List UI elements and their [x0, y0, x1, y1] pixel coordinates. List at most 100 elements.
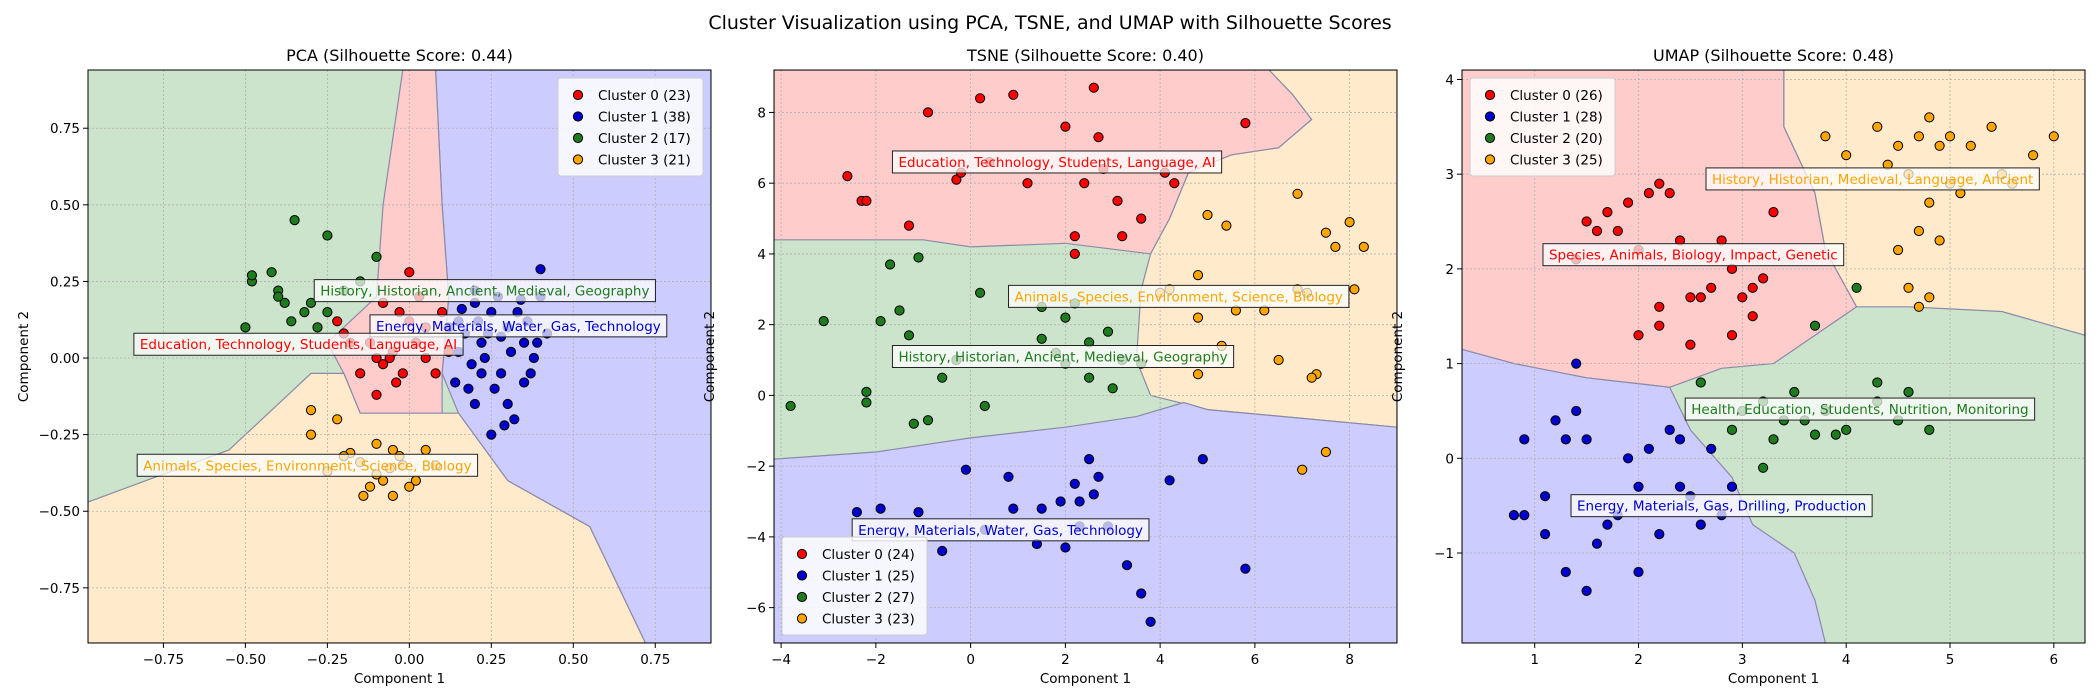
scatter-point-cluster-1: [1121, 560, 1133, 571]
scatter-point-cluster-1: [1540, 491, 1551, 502]
scatter-point-cluster-1: [1674, 481, 1686, 492]
scatter-point-cluster-2: [979, 400, 990, 412]
scatter-point-cluster-2: [937, 372, 948, 383]
legend-marker-cluster-1: [572, 111, 584, 122]
scatter-point-cluster-0: [1117, 231, 1128, 242]
legend-entry: Cluster 0 (24): [822, 547, 915, 563]
scatter-point-cluster-3: [1221, 220, 1232, 231]
y-tick-label: 4: [757, 247, 766, 263]
subplot-title: UMAP (Silhouette Score: 0.48): [1653, 46, 1894, 65]
scatter-point-cluster-1: [1602, 519, 1613, 530]
scatter-point-cluster-0: [1737, 292, 1748, 303]
x-tick-label: 2: [1061, 652, 1070, 668]
scatter-point-cluster-1: [1571, 358, 1582, 369]
scatter-point-cluster-1: [1008, 503, 1019, 514]
topic-label-box: [1570, 494, 1873, 518]
scatter-point-cluster-1: [913, 506, 924, 518]
scatter-point-cluster-0: [1591, 225, 1603, 237]
scatter-point-cluster-2: [1789, 386, 1800, 398]
scatter-point-cluster-2: [861, 397, 872, 408]
cluster-topic-label: Education, Technology, Students, Languag…: [898, 155, 1215, 171]
x-tick-label: 0.00: [394, 652, 424, 668]
scatter-point-cluster-2: [1768, 434, 1779, 445]
scatter-point-cluster-1: [519, 377, 530, 388]
y-tick-label: −4: [746, 530, 766, 546]
x-tick-label: 4: [1842, 652, 1851, 668]
scatter-point-cluster-0: [1136, 213, 1147, 224]
scatter-point-cluster-3: [1841, 150, 1852, 161]
scatter-point-cluster-0: [1069, 231, 1080, 242]
scatter-point-cluster-0: [1664, 188, 1675, 199]
scatter-point-cluster-0: [1060, 121, 1071, 132]
pca-panel: History, Historian, Ancient, Medieval, G…: [16, 46, 712, 687]
scatter-point-cluster-3: [1273, 354, 1284, 366]
legend-entry: Cluster 1 (28): [1510, 110, 1603, 126]
scatter-point-cluster-0: [332, 316, 343, 327]
scatter-point-cluster-1: [1560, 566, 1571, 578]
scatter-point-cluster-2: [322, 307, 333, 318]
scatter-point-cluster-0: [1112, 195, 1123, 206]
scatter-point-cluster-0: [1643, 188, 1655, 199]
scatter-point-cluster-1: [486, 429, 497, 440]
y-tick-label: 2: [757, 318, 766, 334]
scatter-point-cluster-0: [404, 267, 415, 278]
x-tick-label: −0.25: [307, 652, 348, 668]
scatter-point-cluster-1: [1591, 538, 1603, 549]
legend-entry: Cluster 2 (17): [598, 131, 691, 147]
scatter-point-cluster-1: [1726, 481, 1738, 492]
scatter-point-cluster-2: [1758, 462, 1769, 473]
scatter-point-cluster-0: [842, 171, 853, 182]
scatter-point-cluster-0: [1008, 89, 1019, 100]
scatter-point-cluster-3: [1934, 235, 1945, 246]
scatter-point-cluster-3: [364, 481, 376, 492]
legend-entry: Cluster 0 (23): [598, 88, 691, 104]
legend-marker-cluster-3: [572, 154, 584, 165]
y-tick-label: 0.25: [50, 274, 80, 290]
scatter-point-cluster-2: [266, 267, 277, 278]
y-tick-label: −6: [746, 601, 766, 617]
scatter-point-cluster-2: [1036, 333, 1047, 344]
scatter-point-cluster-2: [1809, 429, 1821, 440]
scatter-point-cluster-1: [456, 303, 467, 315]
scatter-point-cluster-0: [397, 368, 408, 379]
scatter-point-cluster-2: [1060, 312, 1071, 323]
tsne-panel: Education, Technology, Students, Languag…: [702, 46, 1398, 687]
scatter-point-cluster-3: [1820, 131, 1831, 142]
scatter-point-cluster-1: [469, 398, 480, 410]
scatter-point-cluster-1: [1695, 519, 1706, 530]
scatter-point-cluster-1: [466, 359, 477, 370]
scatter-point-cluster-1: [1508, 509, 1520, 521]
scatter-point-cluster-2: [371, 251, 382, 262]
scatter-point-cluster-2: [1903, 386, 1914, 398]
scatter-point-cluster-1: [528, 352, 540, 364]
x-axis-label: Component 1: [354, 671, 445, 687]
x-tick-label: 4: [1156, 652, 1165, 668]
legend-marker-cluster-3: [1484, 154, 1496, 165]
scatter-point-cluster-2: [903, 330, 915, 341]
scatter-point-cluster-2: [818, 316, 829, 327]
legend: Cluster 0 (23) Cluster 1 (38) Cluster 2 (1…: [557, 77, 704, 177]
scatter-point-cluster-2: [289, 215, 300, 226]
scatter-point-cluster-0: [378, 359, 389, 370]
scatter-point-cluster-1: [1519, 434, 1530, 445]
legend-marker-cluster-3: [796, 613, 808, 624]
scatter-point-cluster-1: [1084, 454, 1095, 465]
figure-suptitle: Cluster Visualization using PCA, TSNE, a…: [708, 12, 1391, 34]
scatter-point-cluster-3: [1893, 140, 1904, 151]
scatter-point-cluster-0: [1079, 178, 1090, 189]
y-tick-label: −1: [1434, 546, 1454, 562]
scatter-point-cluster-0: [1768, 207, 1779, 218]
x-tick-label: 2: [1634, 652, 1643, 668]
scatter-point-cluster-3: [1934, 140, 1945, 151]
scatter-point-cluster-2: [305, 297, 317, 308]
scatter-point-cluster-0: [922, 107, 934, 118]
cluster-topic-label: Energy, Materials, Gas, Drilling, Produc…: [1577, 499, 1866, 515]
x-tick-label: −4: [771, 652, 791, 668]
scatter-point-cluster-3: [420, 444, 431, 456]
scatter-point-cluster-1: [1519, 509, 1530, 521]
scatter-point-cluster-1: [1060, 542, 1071, 553]
scatter-point-cluster-2: [246, 270, 257, 281]
scatter-point-cluster-0: [1747, 282, 1758, 293]
scatter-point-cluster-1: [463, 383, 474, 394]
